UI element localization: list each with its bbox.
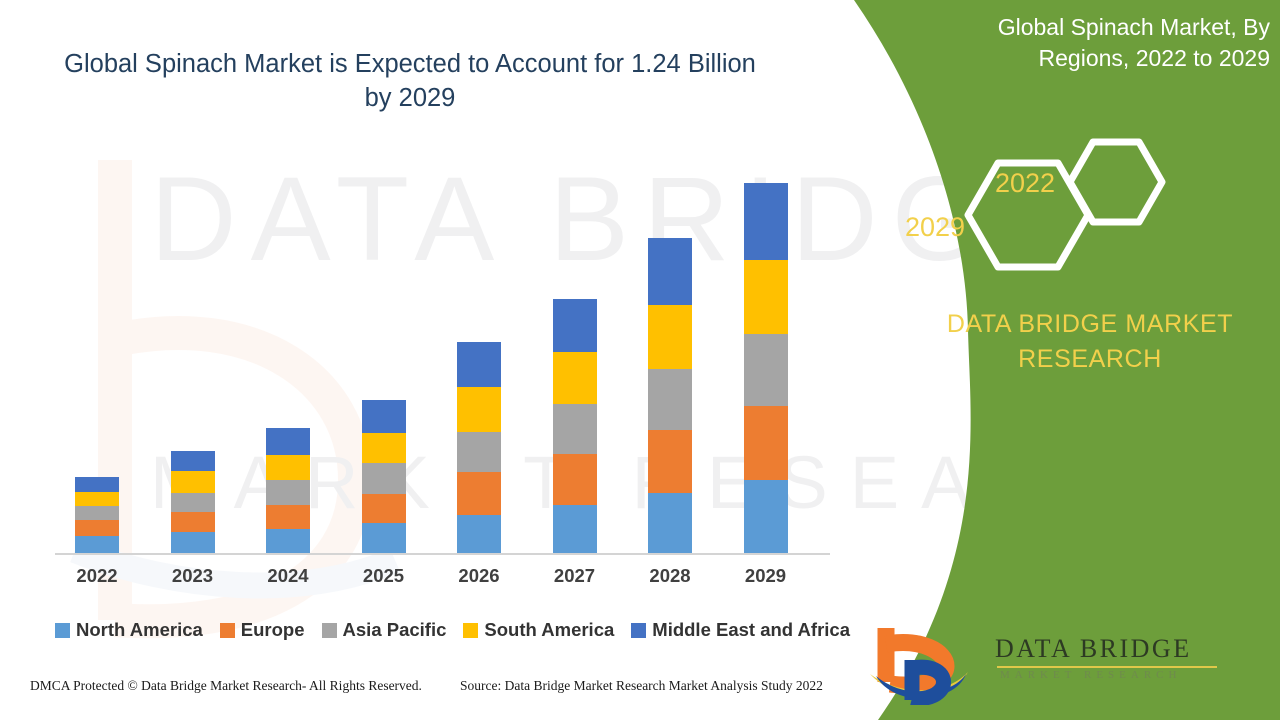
bar-group-2022[interactable] bbox=[75, 477, 119, 553]
legend-swatch-icon bbox=[321, 622, 337, 638]
bar-group-2029[interactable] bbox=[743, 183, 788, 553]
x-axis-label-2028: 2028 bbox=[649, 565, 691, 586]
bar-segment[interactable] bbox=[170, 492, 215, 512]
databridge-mark-icon bbox=[870, 628, 968, 705]
hexagon-2022-icon bbox=[1066, 138, 1166, 226]
bar-segment[interactable] bbox=[266, 428, 310, 456]
legend-label: South America bbox=[484, 619, 615, 640]
bar-segment[interactable] bbox=[552, 504, 597, 553]
bar-segment[interactable] bbox=[648, 430, 692, 493]
bar-group-2024[interactable] bbox=[266, 428, 310, 553]
bar-segment[interactable] bbox=[743, 334, 788, 406]
x-axis-labels: 2022 2023 2024 2025 2026 2027 2028 2029 bbox=[55, 565, 830, 595]
x-axis-label-2024: 2024 bbox=[267, 565, 309, 586]
bar-segment[interactable] bbox=[457, 342, 501, 387]
logo-underline bbox=[997, 666, 1217, 668]
legend-item[interactable]: Asia Pacific bbox=[321, 619, 447, 641]
bar-segment[interactable] bbox=[266, 480, 310, 505]
company-logo: DATA BRIDGE MARKET RESEARCH bbox=[860, 620, 1280, 705]
bar-segment[interactable] bbox=[361, 493, 406, 523]
bar-segment[interactable] bbox=[75, 519, 119, 536]
legend-item[interactable]: South America bbox=[463, 619, 614, 641]
x-axis-label-2022: 2022 bbox=[76, 565, 118, 586]
legend-item[interactable]: Middle East and Africa bbox=[631, 619, 850, 641]
bar-segment[interactable] bbox=[743, 480, 788, 553]
x-axis-label-2025: 2025 bbox=[362, 565, 405, 586]
bar-segment[interactable] bbox=[361, 399, 406, 434]
x-axis-label-2029: 2029 bbox=[744, 565, 787, 586]
footer-dmca-text: DMCA Protected © Data Bridge Market Rese… bbox=[30, 678, 422, 693]
bar-segment[interactable] bbox=[457, 514, 501, 553]
legend-label: Middle East and Africa bbox=[652, 619, 850, 640]
bar-segment[interactable] bbox=[743, 259, 788, 335]
bar-segment[interactable] bbox=[648, 492, 692, 553]
bar-segment[interactable] bbox=[266, 504, 310, 529]
legend-swatch-icon bbox=[631, 622, 647, 638]
bar-segment[interactable] bbox=[361, 522, 406, 553]
x-axis-label-2027: 2027 bbox=[553, 565, 596, 586]
legend-item[interactable]: Europe bbox=[219, 619, 305, 641]
bar-segment[interactable] bbox=[75, 477, 119, 492]
bar-segment[interactable] bbox=[361, 463, 406, 494]
legend-swatch-icon bbox=[55, 622, 70, 638]
hexagon-2029-label: 2029 bbox=[904, 212, 966, 242]
hexagon-group-icon bbox=[964, 138, 1166, 271]
brand-panel-content: Global Spinach Market, By Regions, 2022 … bbox=[840, 0, 1280, 720]
logo-text: DATA BRIDGE bbox=[995, 634, 1192, 663]
bar-segment[interactable] bbox=[266, 528, 310, 553]
x-axis-line bbox=[55, 553, 830, 555]
bar-group-2028[interactable] bbox=[648, 237, 692, 553]
chart-legend: North America Europe Asia Pacific South Ame… bbox=[55, 615, 850, 645]
bar-segment[interactable] bbox=[552, 403, 597, 455]
bar-segment[interactable] bbox=[648, 305, 692, 369]
bar-segment[interactable] bbox=[743, 405, 788, 481]
bar-segment[interactable] bbox=[361, 433, 406, 464]
brand-panel: Global Spinach Market, By Regions, 2022 … bbox=[840, 0, 1280, 720]
bar-segment[interactable] bbox=[170, 471, 215, 493]
x-axis-label-2026: 2026 bbox=[458, 565, 500, 586]
hexagon-2022-label: 2022 bbox=[994, 168, 1056, 198]
bar-segment[interactable] bbox=[552, 299, 597, 353]
bar-segment[interactable] bbox=[552, 454, 597, 505]
bar-segment[interactable] bbox=[75, 491, 119, 506]
legend-label: Asia Pacific bbox=[342, 619, 447, 640]
legend-swatch-icon bbox=[463, 622, 479, 638]
brand-panel-title: Global Spinach Market, By Regions, 2022 … bbox=[997, 14, 1270, 72]
bar-group-2025[interactable] bbox=[361, 399, 406, 553]
bar-segment[interactable] bbox=[266, 455, 310, 481]
bar-segment[interactable] bbox=[170, 531, 215, 553]
brand-name: DATA BRIDGE MARKET RESEARCH bbox=[946, 310, 1234, 373]
bar-segment[interactable] bbox=[457, 386, 501, 433]
bar-segment[interactable] bbox=[457, 472, 501, 515]
x-axis-label-2023: 2023 bbox=[171, 565, 214, 586]
bar-segment[interactable] bbox=[75, 505, 119, 520]
legend-swatch-icon bbox=[219, 622, 235, 638]
legend-item[interactable]: North America bbox=[55, 619, 203, 641]
legend-label: North America bbox=[76, 619, 203, 640]
bar-group-2023[interactable] bbox=[170, 451, 215, 553]
bar-group-2026[interactable] bbox=[457, 342, 501, 553]
footer-source-text: Source: Data Bridge Market Research Mark… bbox=[460, 678, 823, 693]
footer: DMCA Protected © Data Bridge Market Rese… bbox=[0, 678, 880, 708]
bar-segment[interactable] bbox=[743, 183, 788, 260]
bar-segment[interactable] bbox=[75, 535, 119, 553]
plot-area bbox=[55, 170, 830, 555]
brand-panel-background bbox=[854, 0, 1280, 720]
bar-segment[interactable] bbox=[648, 237, 692, 306]
chart-panel: Global Spinach Market is Expected to Acc… bbox=[0, 50, 880, 708]
legend-label: Europe bbox=[240, 619, 305, 640]
chart-title: Global Spinach Market is Expected to Acc… bbox=[64, 50, 756, 112]
bar-group-2027[interactable] bbox=[552, 299, 597, 553]
bar-segment[interactable] bbox=[648, 368, 692, 431]
logo-subtext: MARKET RESEARCH bbox=[1000, 669, 1182, 681]
bar-segment[interactable] bbox=[170, 451, 215, 472]
bar-segment[interactable] bbox=[170, 511, 215, 532]
bar-segment[interactable] bbox=[457, 432, 501, 473]
bar-segment[interactable] bbox=[552, 352, 597, 404]
